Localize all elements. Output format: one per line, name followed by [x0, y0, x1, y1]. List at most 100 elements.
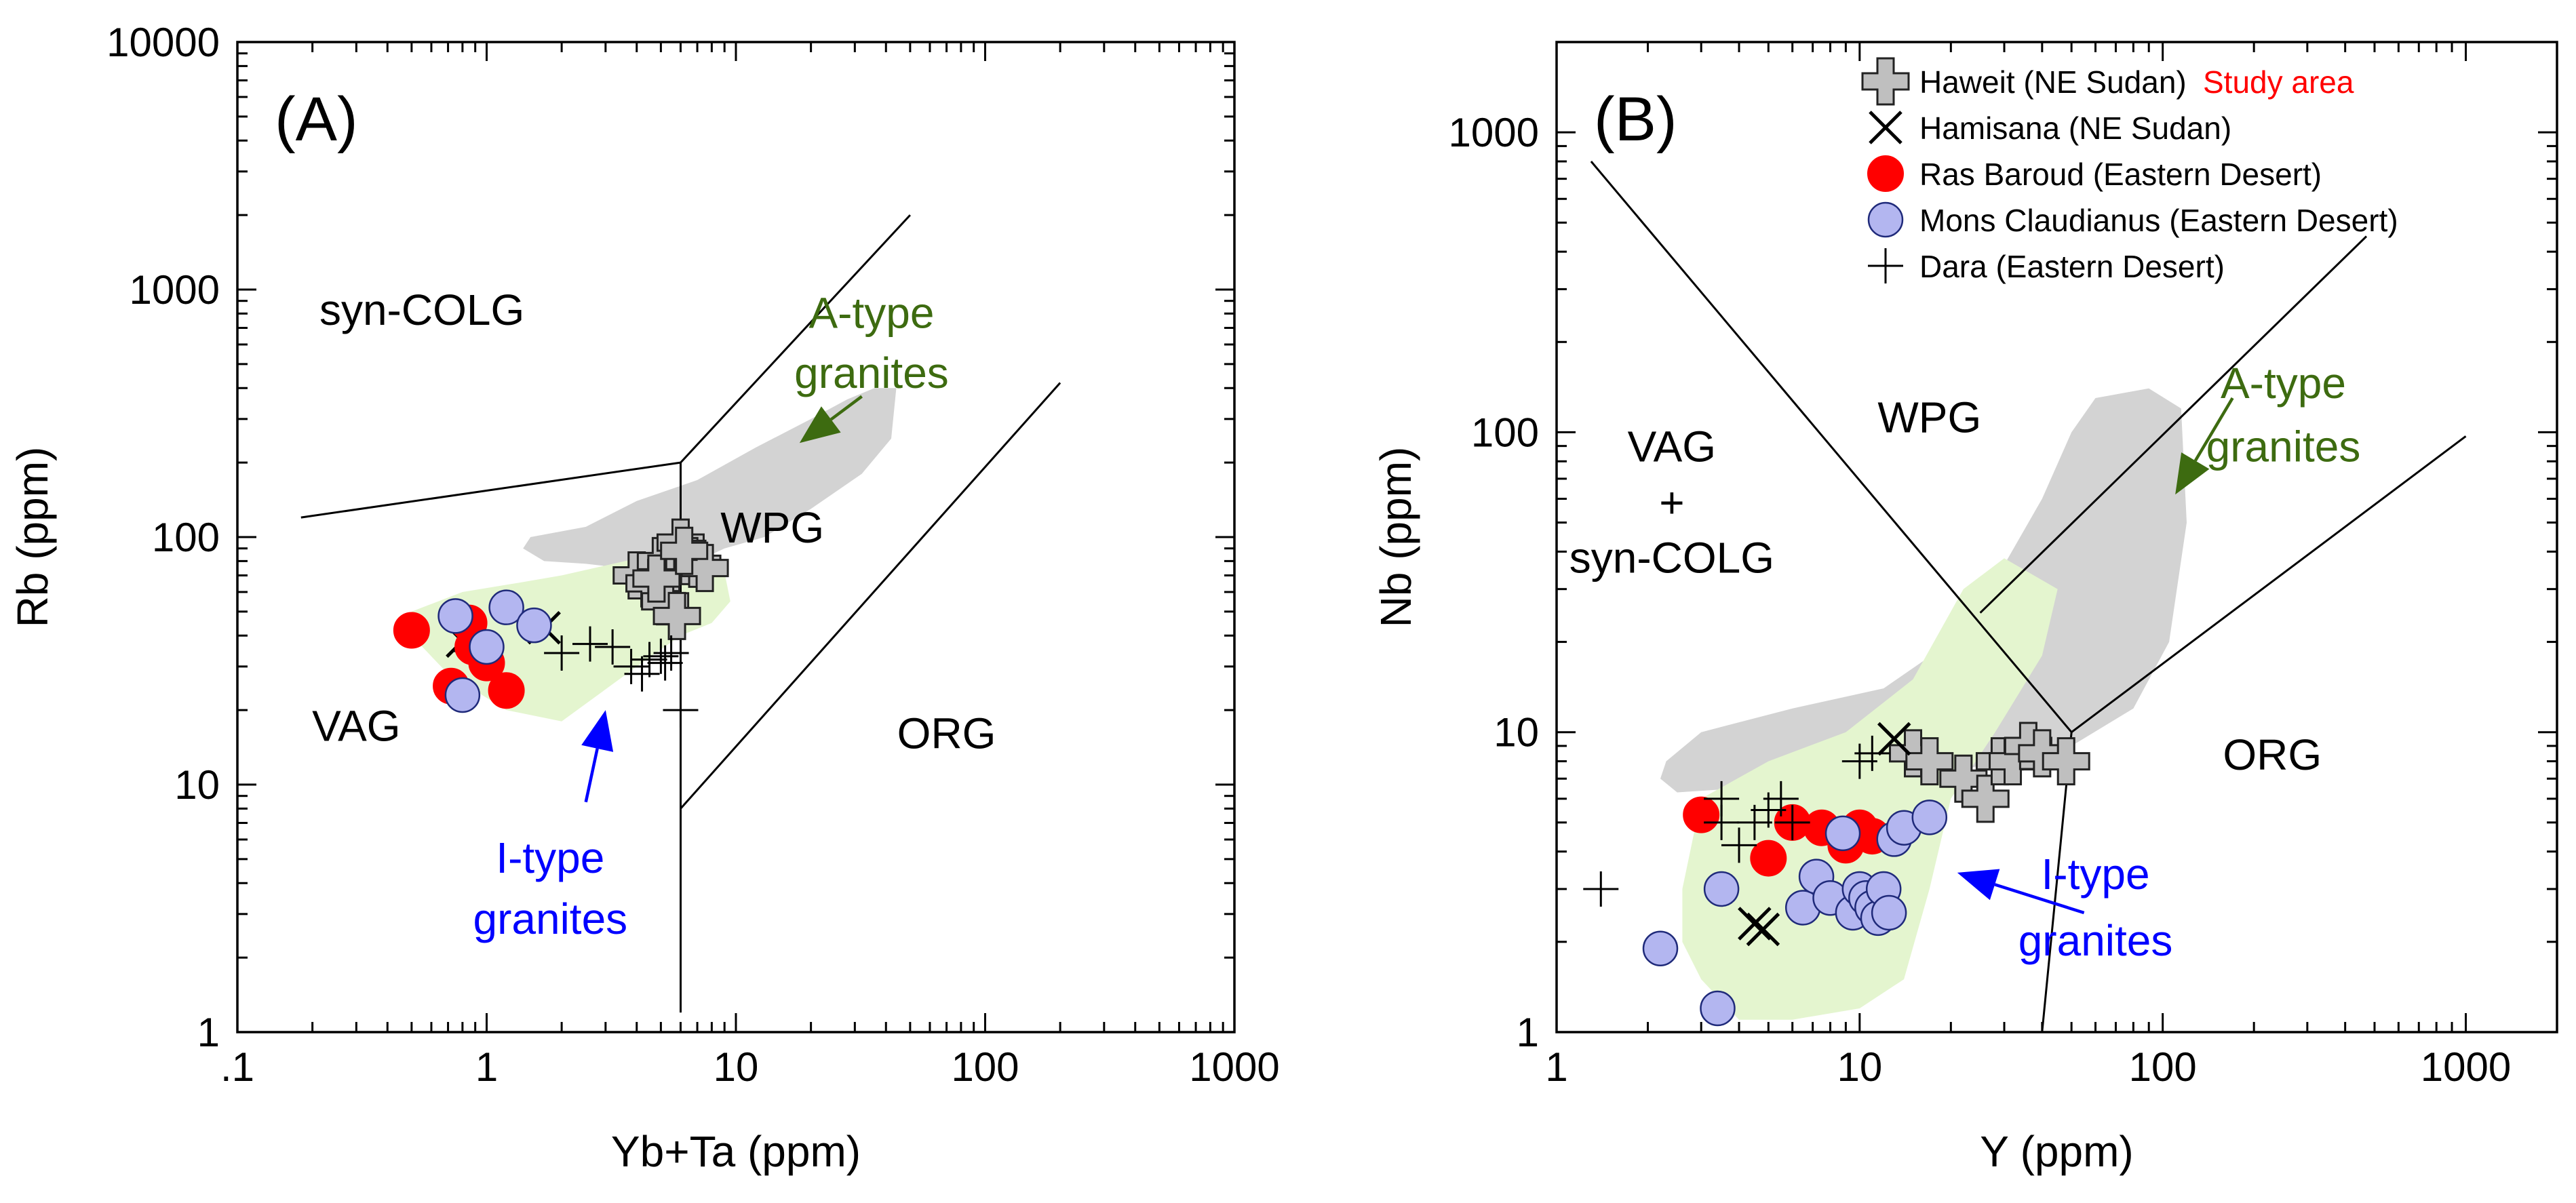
point-haweit-ne-sudan — [2042, 737, 2090, 786]
point-mons-claudianus-eastern-desert — [1824, 815, 1861, 852]
field-label-granites: granites — [473, 894, 627, 943]
y-tick-label: 10 — [174, 762, 220, 808]
x-axis-label: Y (ppm) — [1980, 1127, 2133, 1176]
point-mons-claudianus-eastern-desert — [1911, 800, 1948, 835]
x-tick-label: 10 — [1837, 1044, 1882, 1090]
series-dara-eastern-desert — [544, 626, 699, 728]
arrows — [1957, 397, 2234, 915]
axis-ticks — [1555, 41, 2558, 1033]
field-label-vag: VAG — [1628, 422, 1716, 471]
field-label-wpg: WPG — [720, 503, 824, 552]
series-mons-claudianus-eastern-desert — [1642, 800, 1948, 1027]
legend-label: Hamisana (NE Sudan) — [1919, 111, 2231, 146]
arrows — [581, 395, 863, 803]
legend-entry-mons-claudianus-eastern-desert: Mons Claudianus (Eastern Desert) — [1867, 201, 2398, 238]
boundary-line-2 — [680, 214, 912, 464]
legend-marker — [1869, 111, 1902, 144]
y-axis-label: Nb (ppm) — [1371, 447, 1420, 628]
legend-label: Haweit (NE Sudan) — [1919, 64, 2187, 100]
y-tick-label: 1 — [197, 1010, 220, 1055]
fields — [1660, 388, 2187, 1020]
point-mons-claudianus-eastern-desert — [437, 598, 473, 634]
boundary-line-1 — [1590, 161, 2073, 733]
point-ras-baroud-eastern-desert — [1683, 796, 1720, 833]
y-axis-label: Rb (ppm) — [8, 447, 57, 628]
a-type-granites-field — [523, 388, 897, 568]
point-hamisana-ne-sudan — [1746, 912, 1780, 947]
y-tick-label: 100 — [152, 515, 220, 560]
point-ras-baroud-eastern-desert — [393, 612, 430, 649]
x-tick-label: .1 — [220, 1044, 254, 1090]
data-points — [1583, 722, 2090, 1027]
point-haweit-ne-sudan — [1961, 774, 2010, 823]
y-tick-label: 1000 — [1449, 110, 1539, 155]
legend-entry-haweit-ne-sudan: Haweit (NE Sudan) Study area — [1861, 57, 2354, 106]
data-points — [393, 518, 729, 728]
boundary-line-3 — [680, 382, 1061, 810]
field-label-wpg: WPG — [1877, 393, 1981, 441]
point-hamisana-ne-sudan — [1877, 722, 1911, 756]
point-dara-eastern-desert — [653, 635, 689, 671]
x-tick-label: 10 — [714, 1044, 759, 1090]
point-dara-eastern-desert — [624, 656, 660, 692]
y-tick-label: 100 — [1471, 410, 1539, 455]
point-dara-eastern-desert — [1854, 735, 1890, 771]
plot-frame — [1555, 41, 2558, 1033]
point-haweit-ne-sudan — [632, 554, 681, 603]
field-label-syn-colg: syn-COLG — [1569, 534, 1774, 583]
point-mons-claudianus-eastern-desert — [1642, 930, 1679, 966]
x-tick-label: 1 — [1545, 1044, 1567, 1090]
point-dara-eastern-desert — [572, 626, 608, 662]
field-labels: VAG + syn-COLG WPG ORG A-type granites I-type gr… — [1569, 359, 2361, 965]
point-dara-eastern-desert — [647, 645, 683, 681]
point-mons-claudianus-eastern-desert — [488, 589, 524, 625]
legend-marker — [1861, 57, 1910, 106]
point-dara-eastern-desert — [1763, 781, 1799, 816]
arrow-2 — [1957, 869, 2085, 915]
field-label-org: ORG — [2223, 730, 2322, 779]
field-label-granites: granites — [2206, 422, 2361, 471]
legend-label: Mons Claudianus (Eastern Desert) — [1919, 203, 2398, 238]
point-dara-eastern-desert — [1721, 827, 1757, 863]
field-label-granites: granites — [2018, 916, 2173, 965]
point-mons-claudianus-eastern-desert — [469, 629, 505, 665]
boundary-line-3 — [2071, 435, 2467, 733]
point-haweit-ne-sudan — [660, 526, 709, 575]
point-ras-baroud-eastern-desert — [1750, 840, 1787, 877]
boundary-line-2 — [1979, 235, 2368, 614]
field-label-a-type: A-type — [808, 289, 934, 338]
point-dara-eastern-desert — [544, 635, 580, 671]
arrow-1 — [799, 395, 863, 443]
y-tick-label: 10 — [1494, 710, 1539, 755]
series-haweit-ne-sudan — [1889, 722, 2090, 823]
point-hamisana-ne-sudan — [1738, 907, 1772, 941]
legend-marker — [1867, 155, 1904, 192]
field-labels: syn-COLG WPG VAG ORG A-type granites I-type gra… — [312, 285, 996, 943]
legend-entry-ras-baroud-eastern-desert: Ras Baroud (Eastern Desert) — [1867, 155, 2322, 192]
x-tick-label: 1000 — [1189, 1044, 1279, 1090]
point-dara-eastern-desert — [1704, 781, 1740, 816]
boundary-lines — [300, 214, 1061, 1013]
point-dara-eastern-desert — [643, 638, 679, 674]
point-ras-baroud-eastern-desert — [488, 672, 525, 709]
series-haweit-ne-sudan — [612, 518, 729, 640]
y-tick-label: 1 — [1517, 1010, 1539, 1055]
legend-marker — [1868, 248, 1903, 283]
point-mons-claudianus-eastern-desert — [1700, 990, 1736, 1027]
i-type-granites-field — [1682, 558, 2058, 1020]
arrow-2 — [581, 710, 614, 803]
legend-label: Dara (Eastern Desert) — [1919, 249, 2225, 284]
y-tick-label: 10000 — [106, 20, 220, 65]
point-dara-eastern-desert — [595, 629, 631, 665]
field-label-syn-colg: syn-COLG — [319, 285, 524, 334]
panel-label: (A) — [275, 85, 358, 154]
panel-b-tectonic-diagram: 1 10 100 1000 1 10 100 1000 Y (ppm) Nb (ppm) (B) VA… — [1371, 41, 2558, 1176]
point-dara-eastern-desert — [663, 692, 699, 728]
field-label-: + — [1659, 478, 1684, 527]
field-label-a-type: A-type — [2221, 359, 2346, 408]
y-tick-label: 1000 — [130, 267, 220, 313]
field-label-i-type: I-type — [496, 833, 604, 882]
legend-annotation-study-area: Study area — [2203, 64, 2354, 100]
